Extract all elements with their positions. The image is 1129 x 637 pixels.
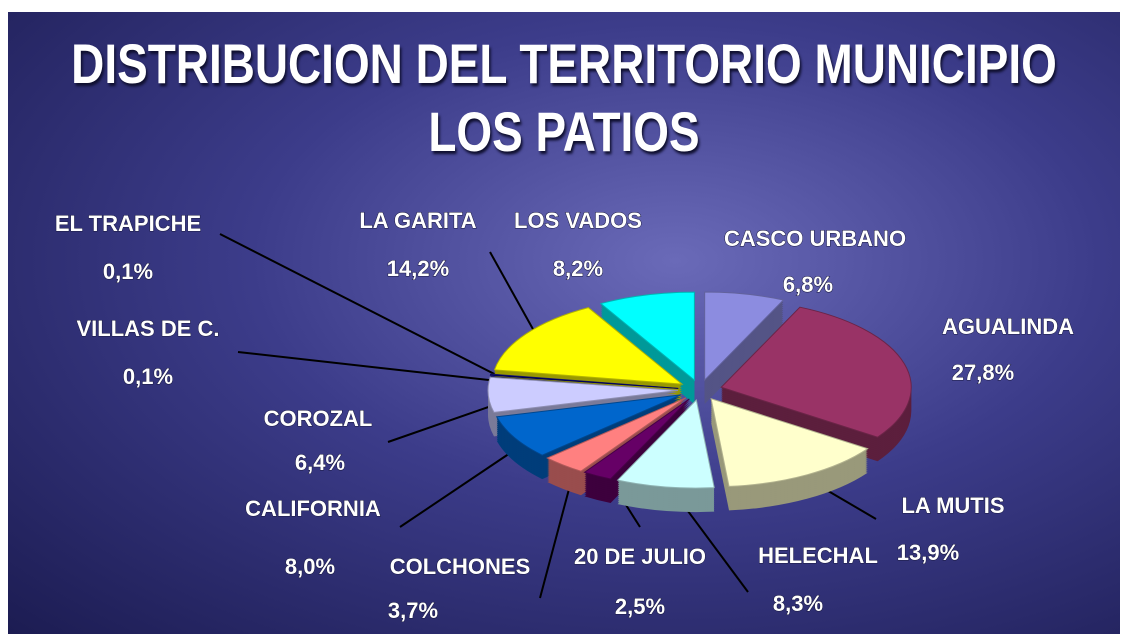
leader-line	[237, 351, 510, 384]
slice-top	[583, 398, 690, 480]
slice-value-label: 3,7%	[388, 598, 438, 623]
slice-label: LOS VADOS	[514, 208, 642, 233]
slice-top	[546, 397, 687, 472]
slice-value-label: 8,3%	[773, 591, 823, 616]
slice-label: EL TRAPICHE	[55, 211, 201, 236]
slice-value-label: 6,4%	[295, 450, 345, 475]
pie-slice	[710, 398, 869, 511]
pie-slice	[704, 291, 785, 405]
slice-top	[704, 291, 785, 382]
slice-value-label: 0,1%	[123, 364, 173, 389]
slice-top	[720, 306, 912, 438]
slice-value-label: 0,1%	[103, 259, 153, 284]
slice-value-label: 2,5%	[615, 594, 665, 619]
slice-value-label: 8,0%	[285, 554, 335, 579]
pie-slice	[616, 399, 715, 513]
slice-label: VILLAS DE C.	[76, 316, 219, 341]
slice-label: CALIFORNIA	[245, 496, 381, 521]
slice-label: 20 DE JULIO	[574, 544, 706, 569]
leader-line	[219, 233, 510, 383]
slice-value-label: 6,8%	[783, 272, 833, 297]
pie-slice	[720, 306, 912, 462]
slice-label: AGUALINDA	[942, 314, 1074, 339]
slice-top	[487, 376, 679, 413]
slice-top	[495, 394, 681, 456]
slice-top	[710, 398, 869, 487]
slice-value-label: 27,8%	[952, 360, 1014, 385]
slice-label: LA MUTIS	[901, 493, 1004, 518]
slice-top	[616, 399, 715, 489]
pie-slice	[583, 398, 690, 504]
pie-area: CASCO URBANO 6,8% AGUALINDA 27,8% LA MUTIS 13…	[54, 207, 1074, 623]
slice-label: CASCO URBANO	[724, 226, 906, 251]
chart-title: DISTRIBUCION DEL TERRITORIO MUNICIPIO LO…	[71, 32, 1057, 163]
slice-label: LA GARITA	[359, 208, 476, 233]
slice-top	[489, 374, 679, 389]
slice-label: COLCHONES	[390, 554, 531, 579]
leader-line	[387, 399, 508, 443]
slice-top	[493, 307, 684, 385]
slice-label: HELECHAL	[758, 543, 878, 568]
slice-value-label: 13,9%	[897, 540, 959, 565]
chart: DISTRIBUCION DEL TERRITORIO MUNICIPIO LO…	[8, 12, 1120, 634]
slice-value-label: 14,2%	[387, 256, 449, 281]
pie-slice	[599, 291, 695, 405]
slice-top	[599, 291, 695, 382]
slice-label: COROZAL	[264, 406, 373, 431]
slice-value-label: 8,2%	[553, 256, 603, 281]
